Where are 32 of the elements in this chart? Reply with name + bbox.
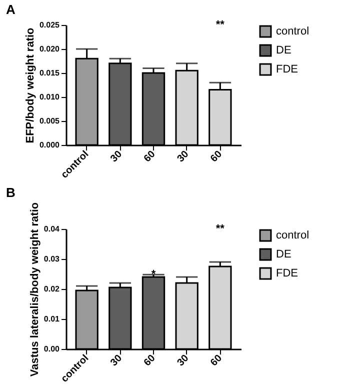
- y-tick-label: 0.005: [39, 116, 60, 126]
- x-tick-label: 60: [142, 352, 158, 369]
- y-axis-title: EFP/body weight ratio: [24, 27, 36, 144]
- y-tick-label: 0.04: [44, 224, 60, 234]
- x-tick-label: 30: [108, 352, 125, 369]
- legend-label: control: [276, 230, 310, 242]
- legend-label: DE: [276, 248, 292, 260]
- y-tick-label: 0.03: [44, 254, 60, 264]
- y-tick-label: 0.00: [44, 344, 60, 354]
- chart-title: A: [6, 2, 16, 17]
- annotation: *: [151, 268, 156, 281]
- y-tick-label: 0.010: [39, 92, 60, 102]
- legend-label: FDE: [276, 64, 298, 76]
- legend-label: DE: [276, 44, 292, 56]
- x-tick-label: 30: [108, 148, 125, 165]
- x-tick-label: 30: [175, 352, 192, 369]
- x-tick-label: 60: [142, 148, 158, 165]
- y-tick-label: 0.01: [44, 314, 60, 324]
- y-tick-label: 0.020: [39, 44, 60, 54]
- annotation: **: [216, 223, 226, 235]
- y-tick-label: 0.02: [44, 284, 60, 294]
- legend-label: control: [276, 26, 310, 38]
- y-tick-label: 0.015: [39, 68, 60, 78]
- x-tick-label: 30: [175, 148, 192, 165]
- annotation: **: [216, 19, 226, 31]
- legend-label: FDE: [276, 268, 298, 280]
- chart-title: B: [6, 184, 16, 200]
- y-axis-title: Vastus lateralis/body weight ratio: [28, 202, 41, 377]
- x-tick-label: 60: [208, 352, 225, 369]
- y-tick-label: 0.000: [39, 140, 60, 150]
- y-tick-label: 0.025: [39, 20, 60, 30]
- x-tick-label: 60: [208, 148, 225, 165]
